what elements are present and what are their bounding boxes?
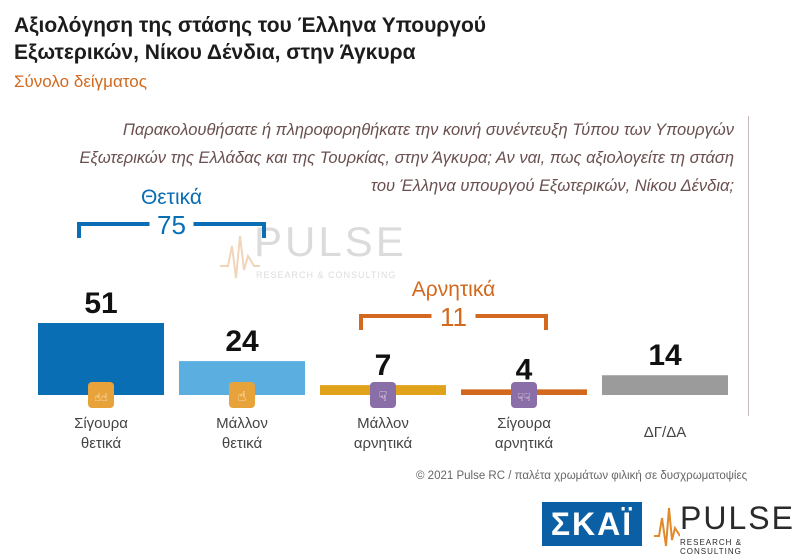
- pulse-logo-sub: RESEARCH & CONSULTING: [680, 538, 743, 556]
- group-bracket-left-2: [359, 314, 432, 330]
- bar-5: [602, 375, 728, 395]
- double-thumbs-up-icon: [88, 382, 114, 408]
- category-label-2: Μάλλον: [216, 415, 268, 432]
- double-thumbs-down-icon: [511, 382, 537, 408]
- watermark-sub: RESEARCH & CONSULTING: [256, 270, 397, 280]
- chart-title: Αξιολόγηση της στάσης του Έλληνα Υπουργο…: [14, 14, 487, 64]
- category-label-4: Σίγουρα: [497, 415, 551, 432]
- category-label-3: Μάλλον: [357, 415, 409, 432]
- thumbs-up-icon-glyph: ☝: [238, 389, 247, 405]
- group-bracket-right-1: [193, 222, 266, 238]
- group-label-1: Θετικά: [141, 186, 202, 209]
- category-label-4: αρνητικά: [495, 435, 554, 452]
- skai-logo: ΣΚΑΪ: [542, 502, 642, 546]
- data-label-3: 7: [375, 349, 392, 382]
- double-thumbs-down-icon-glyph: ☟☟: [517, 391, 530, 404]
- pulse-wave-icon: [220, 235, 260, 279]
- group-label-2: Αρνητικά: [412, 278, 495, 301]
- category-label-1: θετικά: [81, 435, 122, 452]
- bar-chart: 51 Σίγουρα θετικά ☝☝ 24 Μάλλον θετικά ☝ 7 Μάλλον α…: [38, 186, 728, 452]
- question-divider: [748, 116, 749, 416]
- pulse-logo-wave-icon: [654, 507, 680, 547]
- pulse-logo: PULSE RESEARCH & CONSULTING: [654, 498, 795, 556]
- watermark-word: PULSE: [254, 218, 407, 265]
- thumbs-down-icon: [370, 382, 396, 408]
- group-bracket-right-2: [475, 314, 548, 330]
- group-bracket-left-1: [77, 222, 150, 238]
- survey-question: Παρακολουθήσατε ή πληροφορηθήκατε την κο…: [79, 121, 734, 195]
- double-thumbs-up-icon-glyph: ☝☝: [94, 391, 107, 404]
- category-label-3: αρνητικά: [354, 435, 413, 452]
- group-value-2: 11: [440, 302, 467, 332]
- pulse-logo-word: PULSE: [680, 500, 795, 536]
- data-label-2: 24: [225, 325, 259, 358]
- chart-subtitle: Σύνολο δείγματος: [14, 72, 147, 91]
- data-label-4: 4: [516, 353, 533, 386]
- category-label-1: Σίγουρα: [74, 415, 128, 432]
- thumbs-down-icon-glyph: ☟: [379, 389, 388, 405]
- thumbs-up-icon: [229, 382, 255, 408]
- logos: ΣΚΑΪ PULSE RESEARCH & CONSULTING: [542, 498, 795, 556]
- category-label-2: θετικά: [222, 435, 263, 452]
- footer-note: © 2021 Pulse RC / παλέτα χρωμάτων φιλική…: [416, 470, 748, 482]
- data-label-5: 14: [648, 339, 682, 372]
- category-label-5: ΔΓ/ΔΑ: [644, 424, 686, 441]
- group-value-1: 75: [157, 210, 186, 240]
- pulse-watermark: PULSE RESEARCH & CONSULTING: [220, 218, 420, 288]
- data-label-1: 51: [84, 287, 117, 320]
